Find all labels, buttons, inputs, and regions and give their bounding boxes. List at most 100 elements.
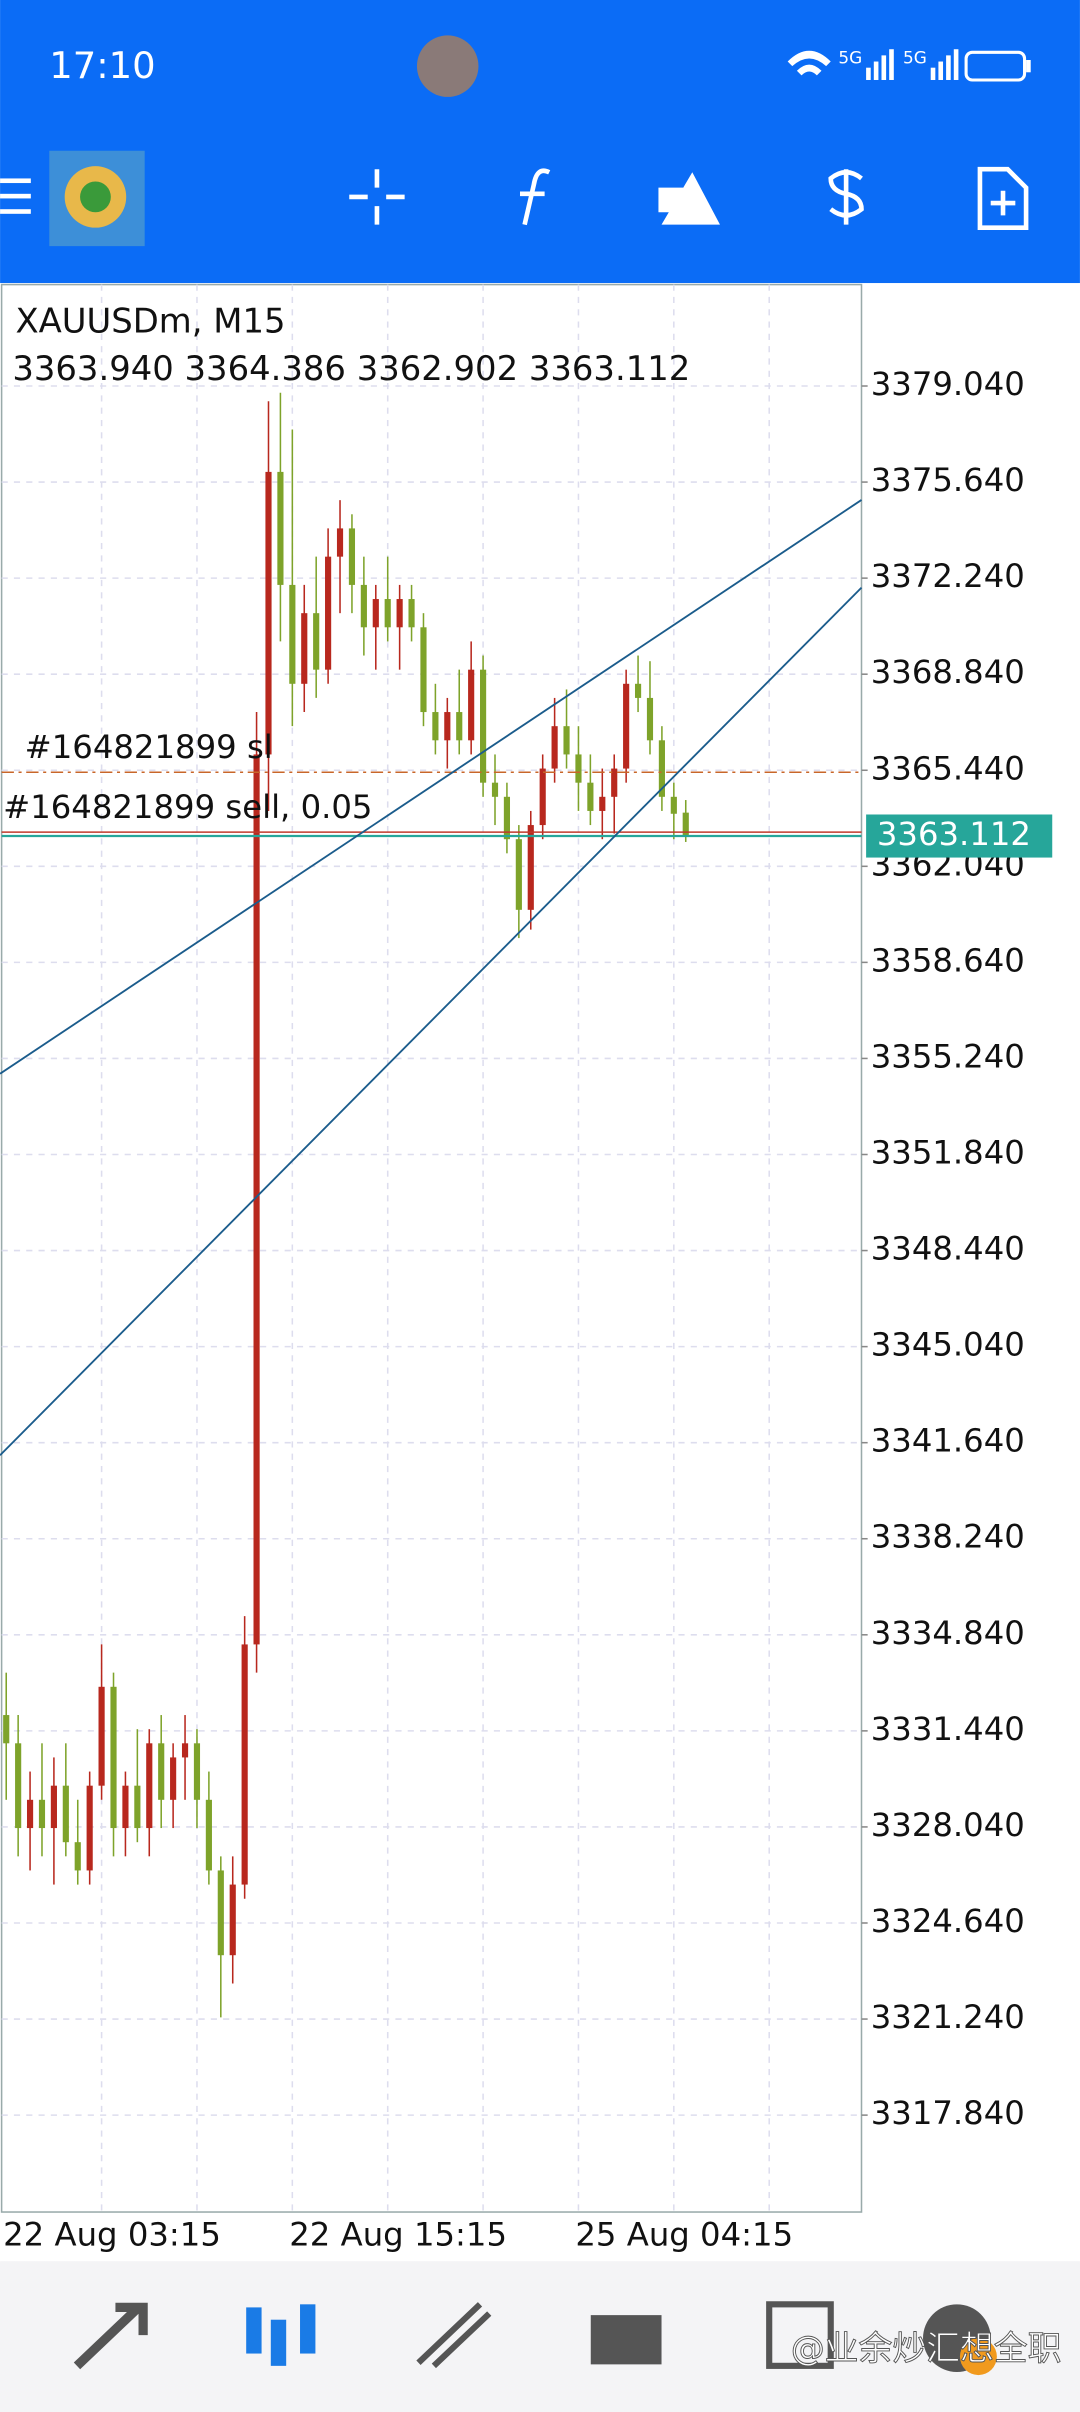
objects-button[interactable] (658, 172, 720, 225)
candle-body (408, 599, 415, 628)
candle-body (15, 1743, 22, 1829)
candle-body (301, 613, 308, 684)
chart-tab[interactable] (246, 2304, 316, 2366)
candle-body (325, 556, 332, 670)
candle-body (432, 712, 439, 741)
history-tab[interactable] (590, 2315, 662, 2365)
candle-body (396, 599, 403, 628)
candle-body (74, 1842, 81, 1871)
y-tick-label: 3358.640 (871, 941, 1025, 979)
candle-body (515, 839, 522, 910)
order-label: #164821899 sell, 0.05 (3, 788, 372, 826)
candle-body (563, 726, 570, 755)
chart-area (0, 283, 863, 2213)
trade-tab[interactable] (416, 2302, 492, 2369)
indicators-button[interactable] (520, 168, 551, 226)
candle-body (134, 1785, 141, 1829)
y-tick-label: 3345.040 (871, 1326, 1025, 1364)
candle-body (480, 669, 487, 783)
candle-body (634, 683, 642, 698)
status-icons: 5G 5G (787, 47, 1031, 82)
trendline (0, 586, 863, 1456)
network-label: 5G (838, 47, 862, 67)
x-tick-label: 22 Aug 03:15 (3, 2216, 221, 2254)
new-order-button[interactable] (977, 166, 1029, 230)
candle-body (336, 528, 344, 557)
candle-body (122, 1785, 129, 1829)
candle-body (265, 471, 272, 755)
y-tick-label: 3321.240 (871, 1998, 1025, 2036)
y-tick-label: 3348.440 (871, 1230, 1025, 1268)
watermark: @业余炒汇想全职 (791, 2329, 1062, 2368)
candle-body (491, 782, 499, 797)
y-tick-label: 3379.040 (871, 365, 1025, 403)
candle-body (289, 584, 296, 684)
chart-ohlc: 3363.940 3364.386 3362.902 3363.112 (12, 349, 690, 388)
candle-body (503, 796, 511, 840)
app-header (0, 0, 1080, 284)
candle-body (217, 1870, 224, 1956)
candle-body (253, 754, 260, 1645)
bid-label: 3363.112 (877, 815, 1031, 853)
y-tick-label: 3331.440 (871, 1710, 1025, 1748)
candle-body (26, 1799, 34, 1829)
y-tick-label: 3338.240 (871, 1518, 1025, 1556)
candle-body (372, 599, 379, 628)
y-tick-label: 3372.240 (871, 557, 1025, 595)
y-tick-label: 3355.240 (871, 1037, 1025, 1075)
bottom-nav (0, 2261, 1080, 2412)
trendline (0, 499, 863, 1075)
candle-body (193, 1743, 201, 1800)
x-tick-label: 22 Aug 15:15 (289, 2216, 507, 2254)
menu-button[interactable] (0, 178, 31, 184)
candle-body (384, 599, 391, 628)
candle-body (86, 1785, 93, 1871)
candle-body (38, 1799, 46, 1829)
y-tick-label: 3341.640 (871, 1422, 1025, 1460)
y-tick-label: 3375.640 (871, 461, 1025, 499)
status-time: 17:10 (49, 44, 155, 87)
candle-body (682, 812, 689, 837)
candle-body (241, 1644, 248, 1885)
candle-body (658, 740, 665, 797)
y-tick-label: 3351.840 (871, 1134, 1025, 1172)
candle-body (587, 782, 594, 811)
news-tab[interactable] (766, 2301, 834, 2369)
y-tick-label: 3334.840 (871, 1614, 1025, 1652)
candle-body (158, 1743, 165, 1800)
toolbar (0, 150, 1029, 247)
candle-body (146, 1743, 153, 1829)
candle-body (539, 768, 546, 826)
candle-body (551, 726, 558, 769)
order-label: #164821899 sl (25, 728, 273, 766)
candle-body (360, 584, 367, 628)
candle-body (110, 1686, 117, 1829)
candle-body (670, 796, 677, 814)
bid-box (866, 814, 1053, 858)
network-label: 5G (903, 47, 927, 67)
candle-body (229, 1884, 236, 1956)
candle-body (468, 669, 475, 741)
candle-body (456, 712, 463, 741)
candle-body (98, 1686, 105, 1786)
y-tick-label: 3324.640 (871, 1902, 1025, 1940)
candle-body (527, 825, 534, 910)
notification-avatar (416, 35, 479, 97)
candle-body (420, 627, 427, 713)
candle-body (646, 697, 654, 741)
y-tick-label: 3368.840 (871, 653, 1025, 691)
candle-body (277, 471, 284, 585)
candle-body (348, 528, 356, 585)
y-tick-label: 3365.440 (871, 749, 1025, 787)
y-tick-label: 3317.840 (871, 2094, 1025, 2132)
candle-body (181, 1743, 189, 1758)
candle-body (62, 1785, 69, 1843)
candle-body (611, 768, 618, 797)
bottom-nav-icons (73, 2301, 997, 2376)
trade-button[interactable] (828, 169, 864, 225)
crosshair-button[interactable] (349, 169, 405, 225)
quotes-tab[interactable] (73, 2302, 148, 2370)
candle-body (623, 683, 630, 769)
chart-title: XAUUSDm, M15 (15, 302, 285, 341)
